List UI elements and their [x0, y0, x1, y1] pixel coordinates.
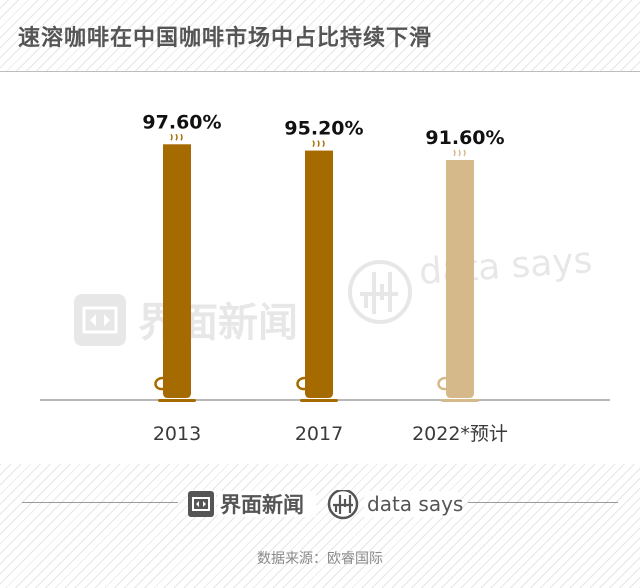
steam-icon — [453, 149, 466, 157]
bar-group: 97.60% 2013 — [142, 111, 221, 445]
bar — [446, 160, 474, 394]
steam-icon — [170, 133, 183, 141]
cup-handle-icon — [296, 376, 306, 391]
steam-wisp — [170, 133, 173, 141]
bar-group: 91.60% 2022*预计 — [412, 127, 508, 445]
steam-wisp — [317, 140, 320, 147]
footer-logos-svg: 界面新闻 data says — [188, 488, 463, 520]
bar — [305, 150, 333, 394]
header-band — [0, 0, 640, 72]
steam-wisp — [458, 149, 461, 157]
bar-chart: 界面新闻 data says 97.60% 2013 95.20% 2017 91.60… — [40, 111, 610, 445]
saucer-icon — [158, 399, 196, 402]
value-label: 95.20% — [284, 118, 363, 140]
cup-bottom — [305, 393, 333, 398]
steam-wisp — [175, 133, 178, 141]
steam-wisp — [322, 140, 325, 147]
footer-band — [0, 464, 640, 588]
chart-area: 界面新闻 data says 97.60% 2013 95.20% 2017 91.60… — [0, 72, 640, 464]
steam-wisp — [453, 149, 456, 157]
steam-wisp — [312, 140, 315, 147]
header-divider — [0, 71, 640, 72]
steam-icon — [312, 140, 325, 147]
cup-handle-icon — [154, 376, 164, 391]
watermark-brand: 界面新闻 — [138, 300, 298, 346]
footer-divider-right — [468, 502, 618, 503]
saucer-icon — [300, 399, 338, 402]
value-label: 91.60% — [425, 127, 504, 149]
steam-wisp — [180, 133, 183, 141]
saucer-icon — [441, 399, 479, 402]
watermark: 界面新闻 data says — [74, 240, 594, 346]
chart-title: 速溶咖啡在中国咖啡市场中占比持续下滑 — [18, 26, 433, 51]
data-says-logo-icon — [327, 488, 359, 520]
footer-logos: 界面新闻 data says — [0, 488, 640, 520]
footer-divider-left — [22, 502, 178, 503]
cup-handle-icon — [437, 376, 447, 391]
watermark-jiemian-logo-icon — [74, 294, 126, 346]
x-tick-label: 2022*预计 — [412, 423, 508, 445]
footer-sub: data says — [367, 492, 463, 516]
bar-group: 95.20% 2017 — [284, 118, 363, 445]
value-label: 97.60% — [142, 111, 221, 133]
cup-bottom — [446, 393, 474, 398]
footer-brand: 界面新闻 — [220, 493, 304, 517]
bar — [163, 144, 191, 394]
x-tick-label: 2017 — [295, 423, 343, 445]
cup-bottom — [163, 393, 191, 398]
steam-wisp — [463, 149, 466, 157]
data-source: 数据来源：欧睿国际 — [257, 551, 383, 567]
jiemian-logo-icon — [188, 491, 214, 517]
watermark-data-says-logo-icon — [348, 260, 412, 324]
x-tick-label: 2013 — [153, 423, 201, 445]
watermark-sub: data says — [418, 240, 594, 293]
